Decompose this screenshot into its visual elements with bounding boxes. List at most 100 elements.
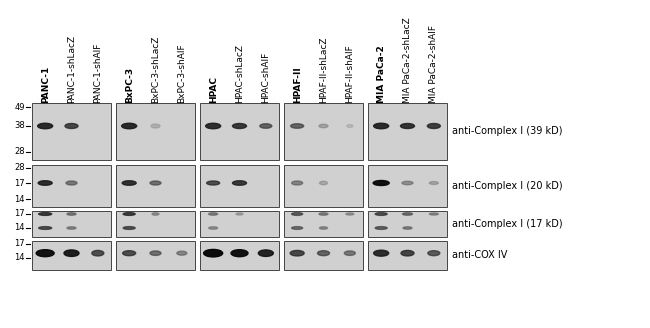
Bar (368, 241, 447, 270)
Text: 28: 28 (14, 148, 25, 156)
Ellipse shape (151, 124, 160, 128)
Ellipse shape (292, 213, 303, 215)
Ellipse shape (209, 227, 218, 229)
Ellipse shape (38, 213, 51, 215)
Bar (32, 211, 111, 237)
Ellipse shape (290, 251, 304, 256)
Bar (284, 103, 363, 160)
Ellipse shape (38, 181, 52, 185)
Ellipse shape (319, 124, 328, 128)
Ellipse shape (65, 124, 78, 129)
Text: PANC-1-shLacZ: PANC-1-shLacZ (67, 35, 76, 103)
Ellipse shape (150, 251, 161, 256)
Text: 14: 14 (14, 223, 25, 233)
Text: 38: 38 (14, 121, 25, 131)
Ellipse shape (152, 213, 159, 215)
Ellipse shape (292, 227, 303, 229)
Bar (200, 103, 279, 160)
Ellipse shape (401, 251, 414, 256)
Ellipse shape (428, 251, 440, 256)
Ellipse shape (150, 181, 161, 185)
Ellipse shape (402, 213, 413, 215)
Text: BxPC-3-shLacZ: BxPC-3-shLacZ (151, 36, 160, 103)
Bar (32, 241, 111, 270)
Bar (32, 103, 111, 160)
Ellipse shape (374, 123, 389, 129)
Ellipse shape (292, 181, 303, 185)
Text: BxPC-3-shAIF: BxPC-3-shAIF (177, 43, 187, 103)
Text: anti-Complex I (20 kD): anti-Complex I (20 kD) (452, 181, 563, 191)
Bar (368, 165, 447, 207)
Text: 14: 14 (14, 195, 25, 203)
Ellipse shape (231, 250, 248, 257)
Bar (368, 103, 447, 160)
Bar (116, 211, 195, 237)
Bar (116, 165, 195, 207)
Text: 28: 28 (14, 163, 25, 173)
Text: HPAC: HPAC (209, 76, 218, 103)
Ellipse shape (400, 124, 415, 129)
Ellipse shape (430, 181, 438, 184)
Text: HPAC-shLacZ: HPAC-shLacZ (235, 44, 244, 103)
Text: MIA PaCa-2: MIA PaCa-2 (376, 45, 385, 103)
Text: anti-Complex I (17 kD): anti-Complex I (17 kD) (452, 219, 563, 229)
Text: HPAC-shAIF: HPAC-shAIF (261, 52, 270, 103)
Ellipse shape (375, 213, 387, 215)
Bar (116, 103, 195, 160)
Ellipse shape (260, 124, 272, 128)
Bar (284, 165, 363, 207)
Ellipse shape (203, 249, 223, 257)
Text: anti-Complex I (39 kD): anti-Complex I (39 kD) (452, 127, 562, 136)
Bar (200, 165, 279, 207)
Ellipse shape (319, 213, 328, 215)
Text: anti-COX IV: anti-COX IV (452, 251, 508, 260)
Ellipse shape (67, 213, 76, 215)
Ellipse shape (402, 181, 413, 185)
Ellipse shape (122, 123, 136, 129)
Text: 14: 14 (14, 254, 25, 262)
Ellipse shape (205, 123, 220, 129)
Ellipse shape (258, 250, 274, 256)
Bar (200, 211, 279, 237)
Bar (116, 241, 195, 270)
Ellipse shape (373, 180, 389, 186)
Text: BxPC-3: BxPC-3 (125, 67, 134, 103)
Ellipse shape (375, 227, 387, 229)
Ellipse shape (403, 227, 412, 229)
Ellipse shape (374, 250, 389, 256)
Ellipse shape (317, 251, 330, 256)
Ellipse shape (430, 213, 438, 215)
Bar (284, 211, 363, 237)
Ellipse shape (177, 251, 187, 255)
Ellipse shape (123, 227, 135, 229)
Ellipse shape (347, 125, 353, 128)
Bar (284, 241, 363, 270)
Text: 17: 17 (14, 239, 25, 249)
Bar (200, 241, 279, 270)
Bar (368, 211, 447, 237)
Ellipse shape (291, 124, 304, 128)
Text: MIA PaCa-2-shAIF: MIA PaCa-2-shAIF (430, 25, 438, 103)
Ellipse shape (236, 213, 243, 215)
Text: PANC-1: PANC-1 (41, 66, 49, 103)
Ellipse shape (344, 251, 356, 256)
Ellipse shape (427, 124, 440, 129)
Ellipse shape (123, 251, 136, 256)
Ellipse shape (92, 251, 104, 256)
Ellipse shape (209, 213, 218, 215)
Ellipse shape (38, 123, 53, 129)
Text: PANC-1-shAIF: PANC-1-shAIF (94, 43, 102, 103)
Text: HPAF-II-shAIF: HPAF-II-shAIF (345, 44, 354, 103)
Bar (32, 165, 111, 207)
Text: HPAF-II-shLacZ: HPAF-II-shLacZ (319, 36, 328, 103)
Ellipse shape (38, 227, 51, 229)
Text: 17: 17 (14, 178, 25, 188)
Ellipse shape (64, 250, 79, 256)
Ellipse shape (207, 181, 220, 185)
Text: MIA PaCa-2-shLacZ: MIA PaCa-2-shLacZ (403, 17, 412, 103)
Ellipse shape (122, 181, 136, 185)
Ellipse shape (67, 227, 76, 229)
Ellipse shape (36, 250, 54, 257)
Ellipse shape (320, 227, 328, 229)
Ellipse shape (233, 124, 246, 129)
